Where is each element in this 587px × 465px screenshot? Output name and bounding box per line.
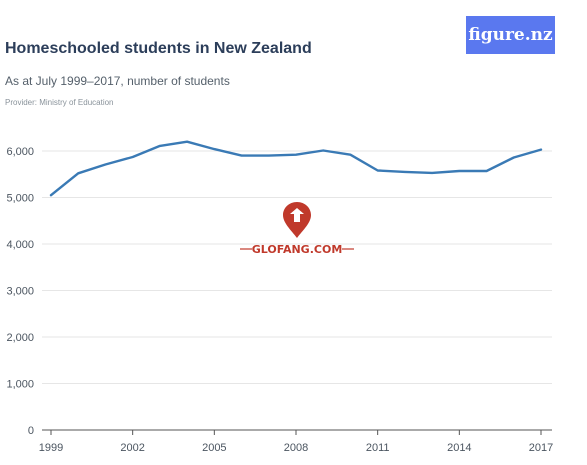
- y-tick-label: 1,000: [6, 379, 34, 391]
- y-tick-label: 0: [28, 425, 34, 437]
- y-tick-label: 6,000: [6, 146, 34, 158]
- gridlines: [42, 150, 552, 431]
- x-tick-label: 2014: [447, 442, 471, 454]
- x-tick-label: 2017: [529, 442, 553, 454]
- y-tick-label: 2,000: [6, 332, 34, 344]
- x-tick-label: 2008: [284, 442, 308, 454]
- y-tick-label: 3,000: [6, 286, 34, 298]
- x-tick-label: 1999: [39, 442, 63, 454]
- logo-text: figure.nz: [468, 25, 553, 45]
- series-line: [49, 140, 543, 197]
- x-tick-label: 2011: [366, 442, 390, 454]
- y-tick-label: 4,000: [6, 239, 34, 251]
- y-tick-label: 5,000: [6, 193, 34, 205]
- watermark-text: GLOFANG.COM: [252, 243, 343, 256]
- x-tick-label: 2005: [202, 442, 226, 454]
- x-axis-ticks: 1999 2002 2005 2008 2011 2014 2017: [39, 430, 553, 454]
- chart-subtitle: As at July 1999–2017, number of students: [5, 74, 230, 88]
- map-pin-icon: [283, 202, 311, 238]
- x-tick-label: 2002: [120, 442, 144, 454]
- figure-nz-logo: figure.nz: [466, 16, 555, 54]
- watermark: GLOFANG.COM: [240, 202, 354, 256]
- y-axis-ticks: 0 1,000 2,000 3,000 4,000 5,000 6,000: [6, 146, 34, 437]
- chart-title: Homeschooled students in New Zealand: [5, 40, 312, 57]
- data-provider: Provider: Ministry of Education: [5, 98, 114, 107]
